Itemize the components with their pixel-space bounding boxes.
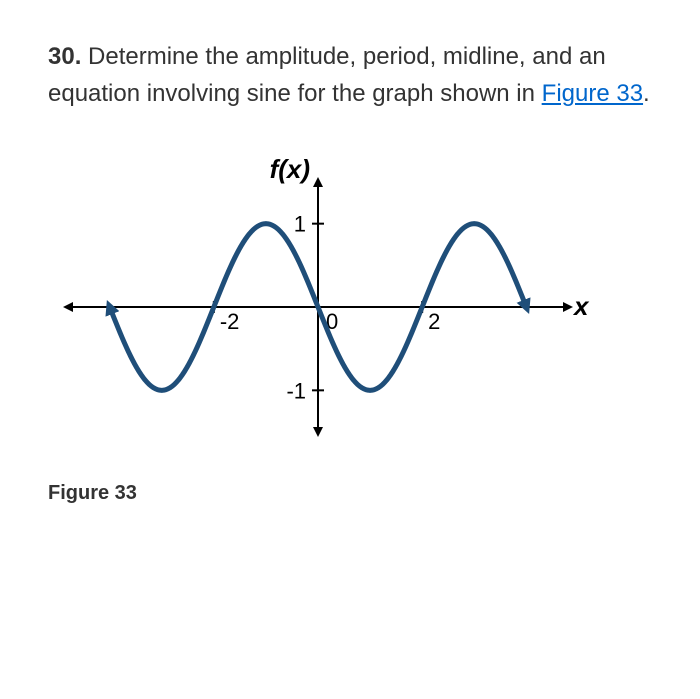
svg-text:f(x): f(x) (270, 154, 310, 184)
svg-text:-2: -2 (220, 309, 240, 334)
svg-text:1: 1 (294, 212, 306, 237)
svg-text:x: x (572, 291, 590, 321)
question-body-before: Determine the amplitude, period, midline… (48, 43, 606, 107)
question-number: 30. (48, 43, 81, 70)
figure-chart: -22-110f(x)x (48, 152, 608, 452)
figure-caption: Figure 33 (48, 482, 652, 505)
question-text: 30. Determine the amplitude, period, mid… (48, 38, 652, 112)
svg-text:2: 2 (428, 309, 440, 334)
svg-text:-1: -1 (286, 379, 306, 404)
question-body-after: . (643, 80, 650, 107)
figure-link[interactable]: Figure 33 (542, 80, 643, 107)
